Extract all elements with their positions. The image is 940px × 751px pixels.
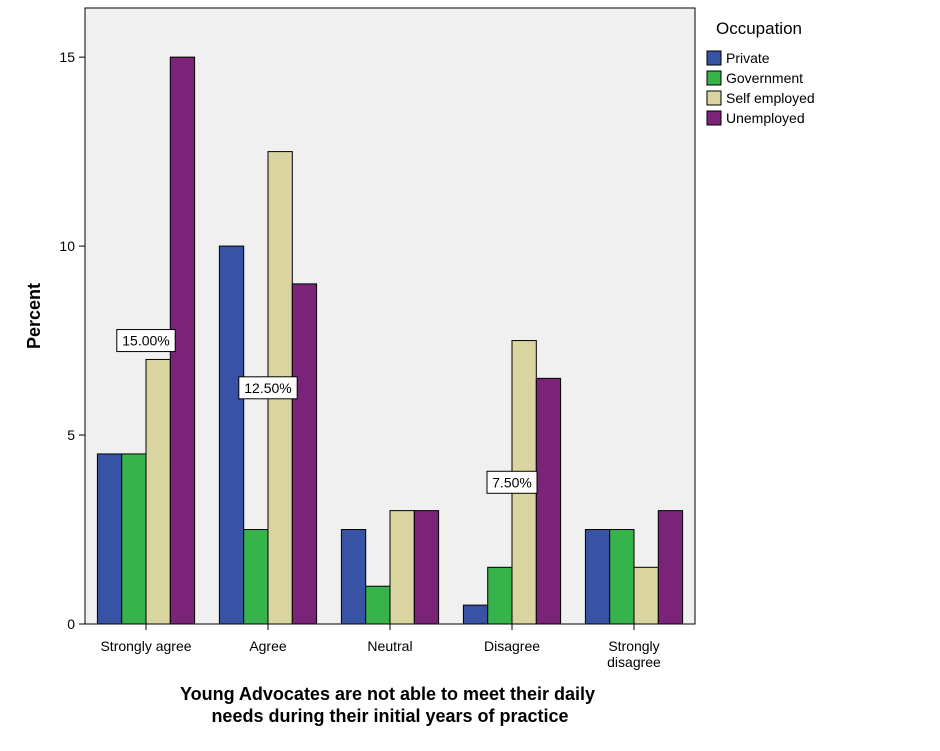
bar-unemployed — [657, 510, 684, 625]
x-tick-label-line: Strongly — [608, 638, 659, 654]
x-tick-label: Neutral — [367, 638, 412, 654]
bar-government — [609, 529, 635, 625]
x-tick-label-line: Strongly agree — [100, 638, 191, 654]
x-tick-label-line: disagree — [607, 654, 661, 670]
data-label-box — [238, 376, 298, 400]
bar-private — [584, 529, 611, 625]
bar-private — [218, 245, 245, 625]
x-axis-title: Young Advocates are not able to meet the… — [180, 684, 600, 726]
data-labels: 15.00% 12.50% 7.50% — [116, 329, 538, 494]
x-tick-label-line: Neutral — [367, 638, 412, 654]
bar-government — [121, 453, 147, 625]
y-axis: 0 5 10 15 — [59, 49, 85, 632]
x-tick-label-line: Agree — [249, 638, 287, 654]
bar-private — [96, 453, 123, 625]
bar-self-employed — [145, 358, 171, 625]
bar-self-employed — [633, 566, 659, 625]
data-label: 15.00% — [116, 329, 176, 353]
legend-label: Self employed — [726, 90, 815, 106]
bar-unemployed — [413, 510, 440, 625]
x-axis-title-line-1: Young Advocates are not able to meet the… — [180, 684, 595, 704]
bar-government — [487, 566, 513, 625]
bar-government — [365, 585, 391, 625]
legend-swatch-private — [706, 50, 722, 66]
legend-swatch-government — [706, 70, 722, 86]
x-tick-label: Agree — [249, 638, 287, 654]
x-tick-label: Strongly disagree — [607, 638, 661, 670]
x-tick-label-line: Disagree — [484, 638, 540, 654]
y-tick-label: 15 — [59, 49, 75, 65]
data-label: 12.50% — [238, 376, 298, 400]
data-label-text: 15.00% — [122, 333, 169, 349]
data-label-text: 7.50% — [492, 474, 532, 490]
legend-label: Private — [726, 50, 770, 66]
bar-unemployed — [291, 283, 318, 625]
legend-title: Occupation — [716, 19, 802, 38]
bar-unemployed — [535, 377, 562, 625]
y-tick-label: 5 — [67, 427, 75, 443]
data-label-box — [486, 470, 538, 494]
bar-self-employed — [389, 510, 415, 625]
legend-label: Government — [726, 70, 803, 86]
data-label: 7.50% — [486, 470, 538, 494]
y-tick-label: 0 — [67, 616, 75, 632]
bar-private — [462, 604, 489, 625]
bar-government — [243, 529, 269, 625]
legend-swatch-unemployed — [706, 110, 722, 126]
x-tick-label: Disagree — [484, 638, 540, 654]
x-tick-label: Strongly agree — [100, 638, 191, 654]
bar-private — [340, 529, 367, 625]
data-label-box — [116, 329, 176, 353]
x-axis-title-line-2: needs during their initial years of prac… — [211, 706, 568, 726]
legend-label: Unemployed — [726, 110, 805, 126]
y-axis-title: Percent — [24, 283, 44, 349]
y-tick-label: 10 — [59, 238, 75, 254]
data-label-text: 12.50% — [244, 380, 291, 396]
x-axis: Strongly agree Agree Neutral Disagree Strong… — [100, 624, 661, 670]
legend-swatch-self-employed — [706, 90, 722, 106]
legend: Occupation Private Government Self employe… — [706, 19, 815, 126]
